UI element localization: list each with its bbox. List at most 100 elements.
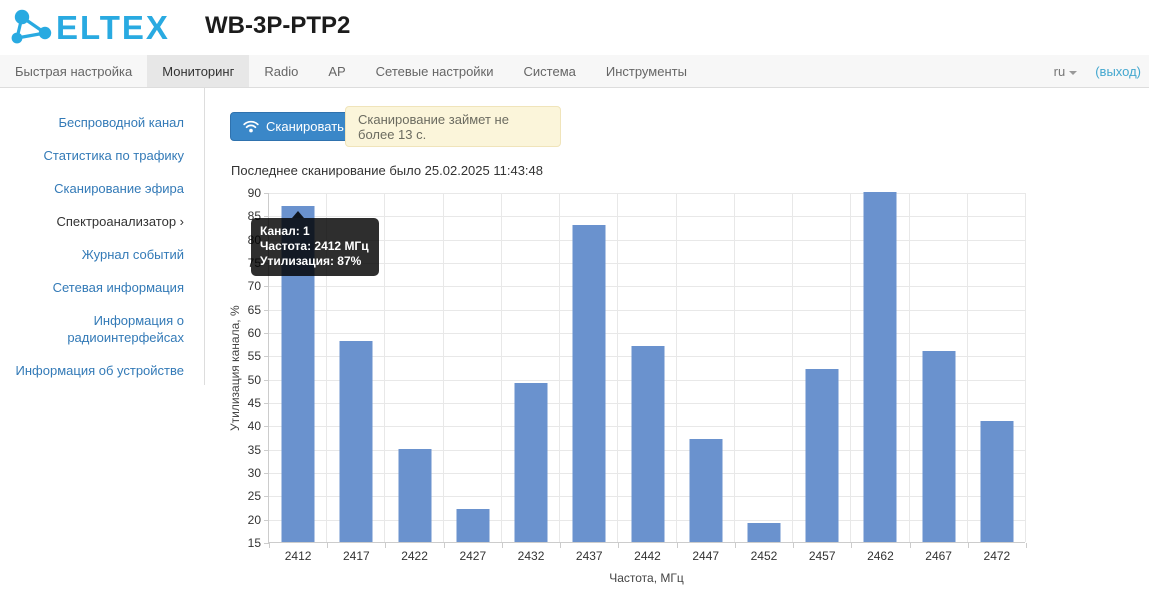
y-tick: [264, 309, 269, 311]
tooltip-caret-icon: [292, 211, 304, 218]
logout-link[interactable]: (выход): [1095, 64, 1141, 79]
language-label: ru: [1053, 64, 1066, 79]
tooltip-frequency: Частота: 2412 МГц: [260, 239, 369, 253]
nav-tab-2[interactable]: Radio: [264, 63, 299, 79]
y-tick: [264, 216, 269, 218]
page-title: WB-3P-PTP2: [205, 12, 351, 39]
y-tick-label: 35: [247, 442, 261, 457]
x-tick: [560, 543, 562, 548]
sidebar-item-5[interactable]: Сетевая информация: [52, 280, 184, 295]
v-gridline: [559, 193, 561, 542]
bar-2432[interactable]: [514, 383, 548, 542]
x-tick: [618, 543, 620, 548]
y-tick-label: 40: [247, 419, 261, 434]
x-tick: [676, 543, 678, 548]
bar-2472[interactable]: [980, 420, 1014, 542]
x-tick: [1026, 543, 1027, 548]
v-gridline: [850, 193, 852, 542]
sidebar-item-7[interactable]: Информация об устройстве: [15, 363, 184, 378]
scan-button[interactable]: Сканировать: [230, 112, 357, 141]
tooltip-utilization: Утилизация: 87%: [260, 254, 362, 268]
bar-2447[interactable]: [689, 439, 723, 542]
y-tick: [264, 193, 269, 194]
x-tick-label: 2432: [517, 549, 545, 563]
x-tick-label: 2472: [983, 549, 1011, 563]
spectrum-chart-plot: 9085807570656055504540353025201524122417…: [248, 186, 1027, 563]
y-tick-label: 20: [247, 512, 261, 527]
y-tick: [264, 496, 269, 498]
y-tick: [264, 403, 269, 404]
eltex-molecule-icon: [11, 9, 52, 44]
top-header: ELTEX WB-3P-PTP2: [0, 0, 1149, 55]
bar-2442[interactable]: [631, 346, 664, 542]
y-tick-label: 15: [247, 536, 261, 550]
x-tick: [327, 543, 329, 548]
y-tick: [264, 543, 269, 544]
x-tick: [909, 543, 911, 548]
h-gridline: [269, 239, 1025, 241]
nav-tab-3[interactable]: AP: [328, 63, 346, 79]
bar-2462[interactable]: [863, 192, 897, 542]
eltex-logo: ELTEX: [8, 7, 170, 49]
bar-2452[interactable]: [747, 523, 781, 542]
nav-tab-5[interactable]: Система: [523, 63, 576, 79]
y-tick: [264, 356, 269, 358]
v-gridline: [442, 193, 444, 542]
y-tick-label: 70: [247, 279, 261, 294]
v-gridline: [733, 193, 735, 542]
h-gridline: [269, 286, 1025, 288]
x-tick: [443, 543, 445, 548]
x-tick: [385, 543, 387, 548]
v-gridline: [966, 193, 968, 542]
main-nav: Быстрая настройка Мониторинг Radio AP Сетевы…: [0, 55, 1149, 88]
y-tick-label: 55: [247, 349, 261, 364]
h-gridline: [269, 309, 1025, 311]
bar-2427[interactable]: [456, 509, 490, 542]
v-gridline: [384, 193, 386, 542]
bar-2467[interactable]: [922, 350, 956, 542]
bar-2422[interactable]: [398, 448, 432, 542]
y-tick: [264, 519, 269, 521]
language-dropdown[interactable]: ru: [1054, 64, 1078, 79]
sidebar-item-4[interactable]: Журнал событий: [81, 247, 184, 262]
nav-tabs: Быстрая настройка Мониторинг Radio AP Сетевы…: [0, 55, 1149, 87]
sidebar-menu: Беспроводной канал Статистика по трафику С…: [0, 106, 204, 387]
chevron-down-icon: [1069, 70, 1078, 75]
v-gridline: [500, 193, 502, 542]
sidebar-item-3[interactable]: Спектроанализатор ›: [56, 214, 184, 229]
sidebar-item-2[interactable]: Сканирование эфира: [54, 181, 184, 196]
bar-2437[interactable]: [572, 224, 606, 542]
h-gridline: [269, 333, 1025, 334]
h-gridline: [269, 263, 1025, 264]
nav-tab-6[interactable]: Инструменты: [605, 63, 687, 79]
chart-tooltip: Канал: 1 Частота: 2412 МГц Утилизация: 8…: [251, 211, 379, 276]
v-gridline: [675, 193, 677, 542]
x-tick: [967, 543, 969, 548]
y-tick-label: 45: [247, 396, 261, 410]
h-gridline: [269, 216, 1025, 218]
sidebar: Беспроводной канал Статистика по трафику С…: [0, 88, 205, 385]
tooltip-channel: Канал: 1: [260, 224, 310, 238]
y-tick: [264, 379, 269, 381]
v-gridline: [1025, 193, 1026, 542]
y-tick-label: 65: [247, 302, 261, 317]
sidebar-item-1[interactable]: Статистика по трафику: [43, 148, 184, 163]
bar-2417[interactable]: [339, 341, 373, 542]
x-tick: [851, 543, 853, 548]
sidebar-item-0[interactable]: Беспроводной канал: [58, 115, 184, 130]
y-axis-title: Утилизация канала, %: [228, 305, 242, 431]
sidebar-item-6[interactable]: Информация о радиоинтерфейсах: [67, 313, 184, 345]
wifi-icon: [243, 120, 259, 133]
nav-tab-1[interactable]: Мониторинг: [147, 55, 250, 87]
x-tick-label: 2457: [808, 549, 836, 563]
nav-right: ru (выход): [1054, 55, 1141, 88]
nav-tab-4[interactable]: Сетевые настройки: [375, 63, 494, 79]
x-tick-label: 2417: [342, 549, 370, 563]
y-tick: [264, 333, 269, 334]
y-tick: [264, 449, 269, 451]
x-tick: [734, 543, 736, 548]
y-tick-label: 90: [247, 186, 261, 200]
x-tick-label: 2422: [401, 549, 428, 563]
bar-2457[interactable]: [805, 369, 839, 542]
nav-tab-0[interactable]: Быстрая настройка: [15, 63, 133, 79]
